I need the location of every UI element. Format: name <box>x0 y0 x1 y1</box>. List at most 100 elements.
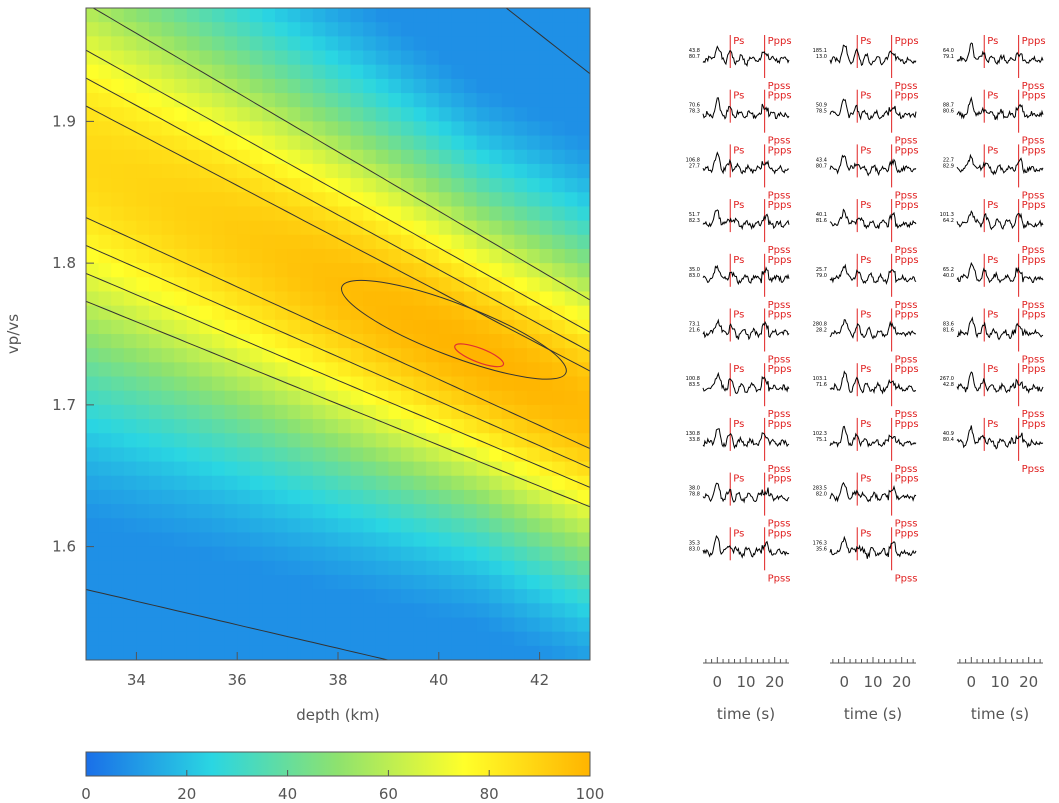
heatmap-cell <box>401 291 415 307</box>
ps-label: Ps <box>860 36 871 47</box>
heatmap-cell <box>552 121 566 137</box>
ppps-label: Ppps <box>768 91 792 102</box>
heatmap-cell <box>539 64 553 80</box>
ppps-label: Ppps <box>895 91 919 102</box>
heatmap-cell <box>312 220 326 236</box>
heatmap-cell <box>312 206 326 222</box>
heatmap-cell <box>287 546 301 562</box>
heatmap-cell <box>363 475 377 491</box>
heatmap-cell <box>464 178 478 193</box>
heatmap-cell <box>476 220 490 236</box>
heatmap-cell <box>539 22 553 37</box>
heatmap-cell <box>212 78 226 94</box>
heatmap-cell <box>300 433 314 448</box>
heatmap-cell <box>312 22 326 37</box>
heatmap-cell <box>552 645 566 660</box>
heatmap-cell <box>514 334 528 349</box>
heatmap-cell <box>98 50 112 66</box>
heatmap-cell <box>136 64 150 80</box>
time-axis-label: time (s) <box>844 705 902 723</box>
ppss-label: Ppss <box>768 409 791 420</box>
heatmap-cell <box>123 291 137 307</box>
heatmap-cell <box>312 390 326 406</box>
heatmap-cell <box>451 121 465 137</box>
heatmap-cell <box>413 149 427 165</box>
receiver-function-trace <box>702 428 790 450</box>
heatmap-cell <box>501 163 515 179</box>
ppss-label: Ppss <box>1022 136 1045 147</box>
heatmap-cell <box>300 234 314 250</box>
heatmap-cell <box>300 220 314 236</box>
trace-value-top: 43.8 <box>689 48 700 54</box>
heatmap-cell <box>325 546 339 562</box>
heatmap-cell <box>86 348 100 363</box>
heatmap-cell <box>413 589 427 604</box>
heatmap-cell <box>186 489 200 505</box>
trace-value-top: 176.3 <box>813 540 827 546</box>
heatmap-cell <box>489 447 503 463</box>
heatmap-cell <box>476 518 490 534</box>
heatmap-cell <box>438 603 452 619</box>
heatmap-cell <box>237 163 251 179</box>
heatmap-cell <box>501 192 515 208</box>
heatmap-cell <box>287 8 301 23</box>
heatmap-cell <box>275 645 289 660</box>
heatmap-cell <box>312 504 326 519</box>
heatmap-cell <box>325 419 339 434</box>
heatmap-cell <box>363 390 377 406</box>
heatmap-cell <box>363 36 377 52</box>
heatmap-cell <box>501 461 515 477</box>
heatmap-cell <box>539 348 553 363</box>
heatmap-cell <box>161 248 175 264</box>
heatmap-cell <box>527 504 541 519</box>
heatmap-cell <box>527 560 541 576</box>
heatmap-cell <box>375 149 389 165</box>
heatmap-cell <box>577 36 590 52</box>
heatmap-cell <box>275 390 289 406</box>
heatmap-cell <box>224 447 238 463</box>
heatmap-cell <box>123 149 137 165</box>
heatmap-cell <box>312 546 326 562</box>
heatmap-cell <box>224 433 238 448</box>
heatmap-cell <box>262 404 276 420</box>
heatmap-cell <box>149 489 163 505</box>
heatmap-cell <box>577 263 590 278</box>
heatmap-cell <box>249 107 263 122</box>
heatmap-cell <box>262 603 276 619</box>
trace-value-bottom: 27.7 <box>689 163 700 169</box>
heatmap-cell <box>300 22 314 37</box>
heatmap-cell <box>312 532 326 548</box>
heatmap-cell <box>262 163 276 179</box>
colorbar-tick-label: 80 <box>480 785 499 803</box>
heatmap-cell <box>199 78 213 94</box>
heatmap-cell <box>451 149 465 165</box>
heatmap-cell <box>149 334 163 349</box>
heatmap-cell <box>174 50 188 66</box>
heatmap-cell <box>287 348 301 363</box>
heatmap-cell <box>262 433 276 448</box>
heatmap-cell <box>86 447 100 463</box>
ps-label: Ps <box>860 145 871 156</box>
heatmap-cell <box>363 461 377 477</box>
heatmap-cell <box>375 546 389 562</box>
ppss-label: Ppss <box>895 300 918 311</box>
heatmap-cell <box>224 121 238 137</box>
heatmap-cell <box>375 603 389 619</box>
heatmap-cell <box>262 319 276 335</box>
ppps-label: Ppps <box>768 419 792 430</box>
heatmap-cell <box>363 220 377 236</box>
heatmap-cell <box>413 461 427 477</box>
heatmap-cell <box>438 574 452 590</box>
ppss-label: Ppss <box>1022 245 1045 256</box>
heatmap-cell <box>527 475 541 491</box>
heatmap-cell <box>489 163 503 179</box>
heatmap-cell <box>577 348 590 363</box>
heatmap-cell <box>224 376 238 392</box>
heatmap-cell <box>199 220 213 236</box>
heatmap-cell <box>149 319 163 335</box>
heatmap-cell <box>527 107 541 122</box>
heatmap-cell <box>375 589 389 604</box>
heatmap-cell <box>426 475 440 491</box>
heatmap-cell <box>249 234 263 250</box>
heatmap-cell <box>401 107 415 122</box>
